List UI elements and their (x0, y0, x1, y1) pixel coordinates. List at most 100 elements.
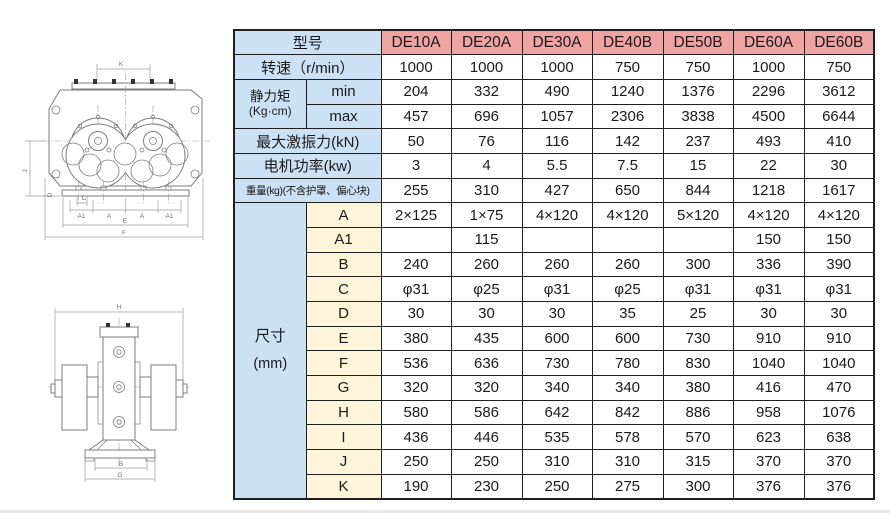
dim-label-h: H (117, 304, 122, 311)
value-cell: φ31 (803, 276, 875, 302)
sub-label-cell: H (305, 399, 382, 426)
model-header-cell: DE20A (450, 29, 523, 56)
dim-label-e: E (123, 218, 128, 225)
sub-label-cell: A (305, 202, 382, 228)
value-cell: 842 (591, 399, 664, 426)
value-cell: 636 (450, 350, 523, 376)
value-cell: 320 (450, 374, 523, 401)
value-cell: 1040 (732, 350, 805, 376)
value-cell: 300 (662, 473, 734, 500)
spec-row: 转速（r/min） 1000 1000 1000 750 750 1000 750 (233, 54, 875, 80)
sub-label-cell: G (305, 374, 382, 401)
sub-label-cell: I (305, 424, 382, 450)
value-cell: 436 (380, 424, 452, 450)
value-cell: 457 (380, 103, 452, 130)
value-cell: 3612 (803, 78, 875, 105)
sub-label-cell: min (305, 78, 382, 105)
model-header-cell: DE60B (803, 29, 875, 56)
value-cell: 578 (591, 424, 664, 450)
value-cell: 1000 (450, 54, 523, 80)
model-header-cell: DE30A (521, 29, 593, 56)
model-header-cell: DE60A (732, 29, 805, 56)
value-cell: 886 (662, 399, 734, 426)
value-cell: 1218 (732, 177, 805, 204)
value-cell: 2306 (591, 103, 664, 130)
value-cell: 490 (521, 78, 593, 105)
value-cell: 190 (380, 473, 452, 500)
value-cell: φ25 (450, 276, 523, 302)
value-cell: 116 (521, 128, 593, 154)
value-cell: 1376 (662, 78, 734, 105)
value-cell: 780 (591, 350, 664, 376)
front-view-drawing: K (22, 61, 210, 240)
model-header-row: 型号 DE10A DE20A DE30A DE40B DE50B DE60A DE60B (233, 29, 875, 56)
value-cell: 1000 (732, 54, 805, 80)
value-cell: 5.5 (521, 152, 593, 179)
value-cell: 910 (732, 325, 805, 352)
value-cell: 142 (591, 128, 664, 154)
value-cell: 310 (591, 448, 664, 475)
group-label-cell: 尺寸 (mm) (233, 202, 307, 500)
dim-label-k: K (119, 61, 124, 68)
group-label-sub: (Kg·cm) (248, 103, 292, 118)
value-cell: 750 (803, 54, 875, 80)
row-label-cell: 电机功率(kw) (233, 152, 382, 179)
side-view-drawing: H B (48, 304, 190, 482)
value-cell: 910 (803, 325, 875, 352)
sub-label-cell: C (305, 276, 382, 302)
value-cell: 586 (450, 399, 523, 426)
value-cell: 6644 (803, 103, 875, 130)
value-cell: 1040 (803, 350, 875, 376)
spec-row: 重量(kg)(不含护罩、偏心块) 255 310 427 650 844 1218 1617 (233, 177, 875, 204)
value-cell: 332 (450, 78, 523, 105)
value-cell: 7.5 (591, 152, 664, 179)
dim-label-d: D (47, 192, 54, 197)
value-cell: 370 (803, 448, 875, 475)
value-cell: 1057 (521, 103, 593, 130)
dim-label-a-left: A (107, 213, 112, 220)
value-cell: 340 (521, 374, 593, 401)
value-cell: 580 (380, 399, 452, 426)
spec-row: G 320 320 340 340 380 416 470 (234, 374, 875, 401)
value-cell: 1×75 (450, 202, 523, 228)
value-cell: 22 (732, 152, 805, 179)
spec-row: H 580 586 642 842 886 958 1076 (234, 399, 875, 426)
value-cell: 4×120 (803, 202, 875, 228)
sub-label-cell: B (305, 251, 382, 278)
spec-row: 最大激振力(kN) 50 76 116 142 237 493 410 (233, 128, 875, 154)
value-cell: 570 (662, 424, 734, 450)
dim-label-a1-left: A1 (78, 213, 86, 220)
value-cell: φ31 (521, 276, 593, 302)
value-cell: 250 (521, 473, 593, 500)
spec-row: 尺寸 (mm) A 2×125 1×75 4×120 4×120 5×120 4×120 4×12… (233, 202, 875, 500)
value-cell: 4500 (732, 103, 805, 130)
value-cell: 5×120 (662, 202, 734, 228)
value-cell: 696 (450, 103, 523, 130)
value-cell: 416 (732, 374, 805, 401)
dim-label-f: F (122, 230, 126, 237)
value-cell: 4×120 (591, 202, 664, 228)
value-cell: 4×120 (732, 202, 805, 228)
value-cell: 320 (380, 374, 452, 401)
spec-row: max 457 696 1057 2306 3838 4500 6644 (234, 103, 875, 130)
value-cell: 275 (591, 473, 664, 500)
value-cell: 750 (591, 54, 664, 80)
dim-label-g: G (117, 472, 122, 479)
value-cell: 30 (803, 152, 875, 179)
value-cell: 260 (591, 251, 664, 278)
value-cell: φ31 (732, 276, 805, 302)
value-cell: 376 (732, 473, 805, 500)
model-header-cell: DE10A (380, 29, 452, 56)
value-cell: 650 (591, 177, 664, 204)
value-cell: 958 (732, 399, 805, 426)
sub-label-cell: E (305, 325, 382, 352)
value-cell: 250 (450, 448, 523, 475)
value-cell: 536 (380, 350, 452, 376)
value-cell: 3 (380, 152, 452, 179)
spec-row: J 250 250 310 310 315 370 370 (234, 448, 875, 475)
value-cell: 600 (521, 325, 593, 352)
value-cell: 493 (732, 128, 805, 154)
value-cell: 535 (521, 424, 593, 450)
group-label-main: 静力矩 (250, 89, 291, 105)
value-cell: 30 (803, 300, 875, 327)
